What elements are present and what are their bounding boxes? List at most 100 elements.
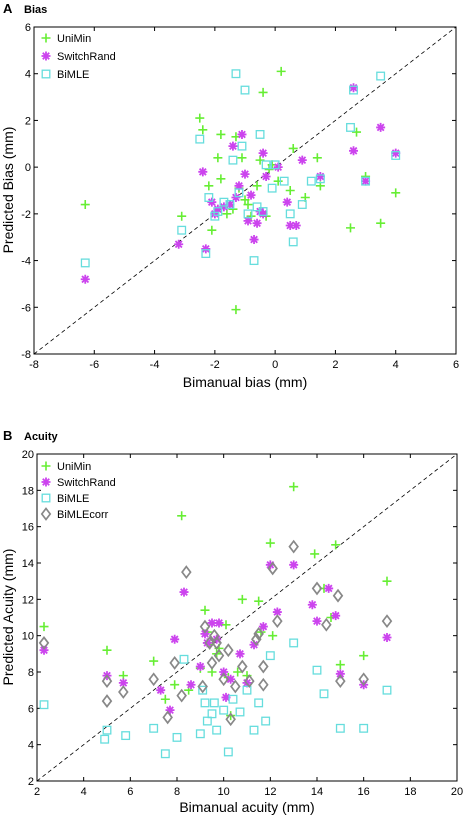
legend-marker-bimle (41, 69, 51, 79)
legend-marker-switchrand (41, 51, 51, 61)
data-point-bimle (297, 200, 307, 209)
legend-label-switchrand: SwitchRand (57, 51, 116, 63)
data-point-unimin (237, 594, 247, 604)
data-point-bimlecorr (204, 636, 215, 650)
data-point-bimle (249, 256, 259, 266)
legend-label-bimle: BiMLE (57, 493, 89, 505)
data-point-bimle (80, 258, 90, 268)
data-point-bimlecorr (118, 685, 129, 699)
data-point-bimle (346, 122, 355, 132)
y-tick-label: 16 (22, 522, 34, 534)
data-point-bimle (225, 200, 235, 209)
data-point-switchrand (297, 155, 307, 165)
data-point-unimin (221, 620, 231, 630)
x-tick-label: 12 (264, 786, 276, 798)
data-point-unimin (273, 176, 283, 186)
data-point-bimlecorr (199, 619, 211, 634)
data-point-bimle (289, 638, 299, 648)
data-point-bimle (243, 209, 253, 219)
y-tick-label: 18 (22, 485, 34, 497)
data-point-bimle (391, 151, 401, 160)
data-point-unimin (255, 155, 265, 165)
data-point-bimle (179, 654, 189, 664)
panel-b-identity-line (36, 453, 458, 782)
data-point-switchrand (207, 197, 217, 207)
data-point-bimle (270, 160, 280, 170)
data-point-switchrand (200, 629, 210, 639)
data-point-bimle (361, 176, 371, 186)
data-point-bimlecorr (211, 636, 222, 650)
x-tick-label: -8 (29, 359, 39, 371)
y-tick-label: 10 (22, 631, 34, 643)
data-point-bimlecorr (332, 588, 344, 603)
data-point-bimle (213, 207, 223, 216)
data-point-switchrand (324, 583, 334, 593)
panel-b-xlabel: Bimanual acuity (mm) (179, 799, 314, 815)
data-point-bimle (231, 69, 241, 79)
data-point-bimle (228, 694, 238, 704)
data-point-switchrand (195, 662, 205, 672)
data-point-switchrand (243, 216, 253, 226)
y-tick-label: -6 (21, 302, 31, 314)
data-point-bimle (249, 725, 259, 735)
data-point-bimle (252, 202, 262, 212)
panel-b-ylabel: Predicted Acuity (mm) (0, 549, 16, 686)
y-tick-label: 6 (25, 22, 31, 34)
data-point-bimle (195, 729, 205, 739)
data-point-unimin (258, 87, 268, 97)
data-point-switchrand (258, 148, 268, 158)
y-tick-label: -8 (21, 349, 31, 361)
data-point-switchrand (207, 618, 217, 628)
panel-b-ticks: 2 4 6 8 10 12 14 16 18 20 2 4 6 8 10 12 14 16 18 20 (22, 449, 463, 798)
data-point-switchrand (198, 167, 208, 177)
data-point-bimle (219, 705, 229, 715)
panel-b-legend: UniMin SwitchRand BiMLE BiMLEcorr (40, 461, 116, 521)
legend-marker-bimlecorr (40, 507, 52, 521)
data-point-bimle (121, 731, 131, 741)
data-point-switchrand (349, 83, 359, 93)
data-point-bimle (279, 176, 289, 186)
data-point-bimle (210, 211, 220, 221)
data-point-bimlecorr (176, 688, 187, 703)
x-tick-label: 16 (358, 786, 370, 798)
data-point-switchrand (272, 607, 282, 617)
data-point-bimle (258, 207, 268, 216)
data-point-bimlecorr (358, 672, 369, 687)
data-point-switchrand (219, 202, 229, 212)
data-point-switchrand (376, 122, 386, 132)
data-point-bimle (319, 689, 329, 699)
data-point-bimle (255, 129, 265, 139)
data-point-unimin (264, 164, 274, 174)
y-tick-label: 20 (22, 449, 34, 461)
panel-b-plot-frame (36, 453, 458, 782)
data-point-bimle (102, 725, 112, 735)
data-point-unimin (265, 538, 275, 548)
data-point-unimin (200, 605, 210, 615)
data-point-unimin (310, 549, 320, 559)
data-point-bimle (204, 193, 214, 202)
y-tick-label: 0 (25, 162, 31, 174)
data-point-bimle (312, 665, 322, 675)
data-point-unimin (39, 622, 49, 632)
bias-panel: A Bias -8 -6 -4 -2 0 2 4 6 -8 -6 -4 -2 0 2 4 6 UniMin Sw… (0, 1, 459, 390)
data-point-bimlecorr (253, 626, 264, 641)
data-point-switchrand (118, 678, 128, 688)
panel-a-letter: A (3, 1, 13, 16)
data-point-unimin (288, 143, 298, 153)
data-point-unimin (233, 667, 243, 677)
data-point-switchrand (226, 674, 236, 684)
data-point-unimin (276, 66, 286, 76)
data-point-bimle (315, 174, 325, 184)
data-point-bimle (219, 197, 229, 207)
data-point-bimlecorr (197, 679, 208, 694)
data-point-unimin (312, 153, 322, 163)
x-tick-label: 20 (451, 786, 463, 798)
data-point-bimle (201, 249, 211, 259)
y-tick-label: 2 (28, 776, 34, 788)
data-point-unimin (231, 305, 241, 315)
data-point-unimin (359, 651, 369, 661)
data-point-switchrand (186, 680, 196, 690)
data-point-unimin (177, 511, 187, 521)
data-point-bimle (285, 209, 295, 219)
data-point-switchrand (331, 611, 341, 621)
